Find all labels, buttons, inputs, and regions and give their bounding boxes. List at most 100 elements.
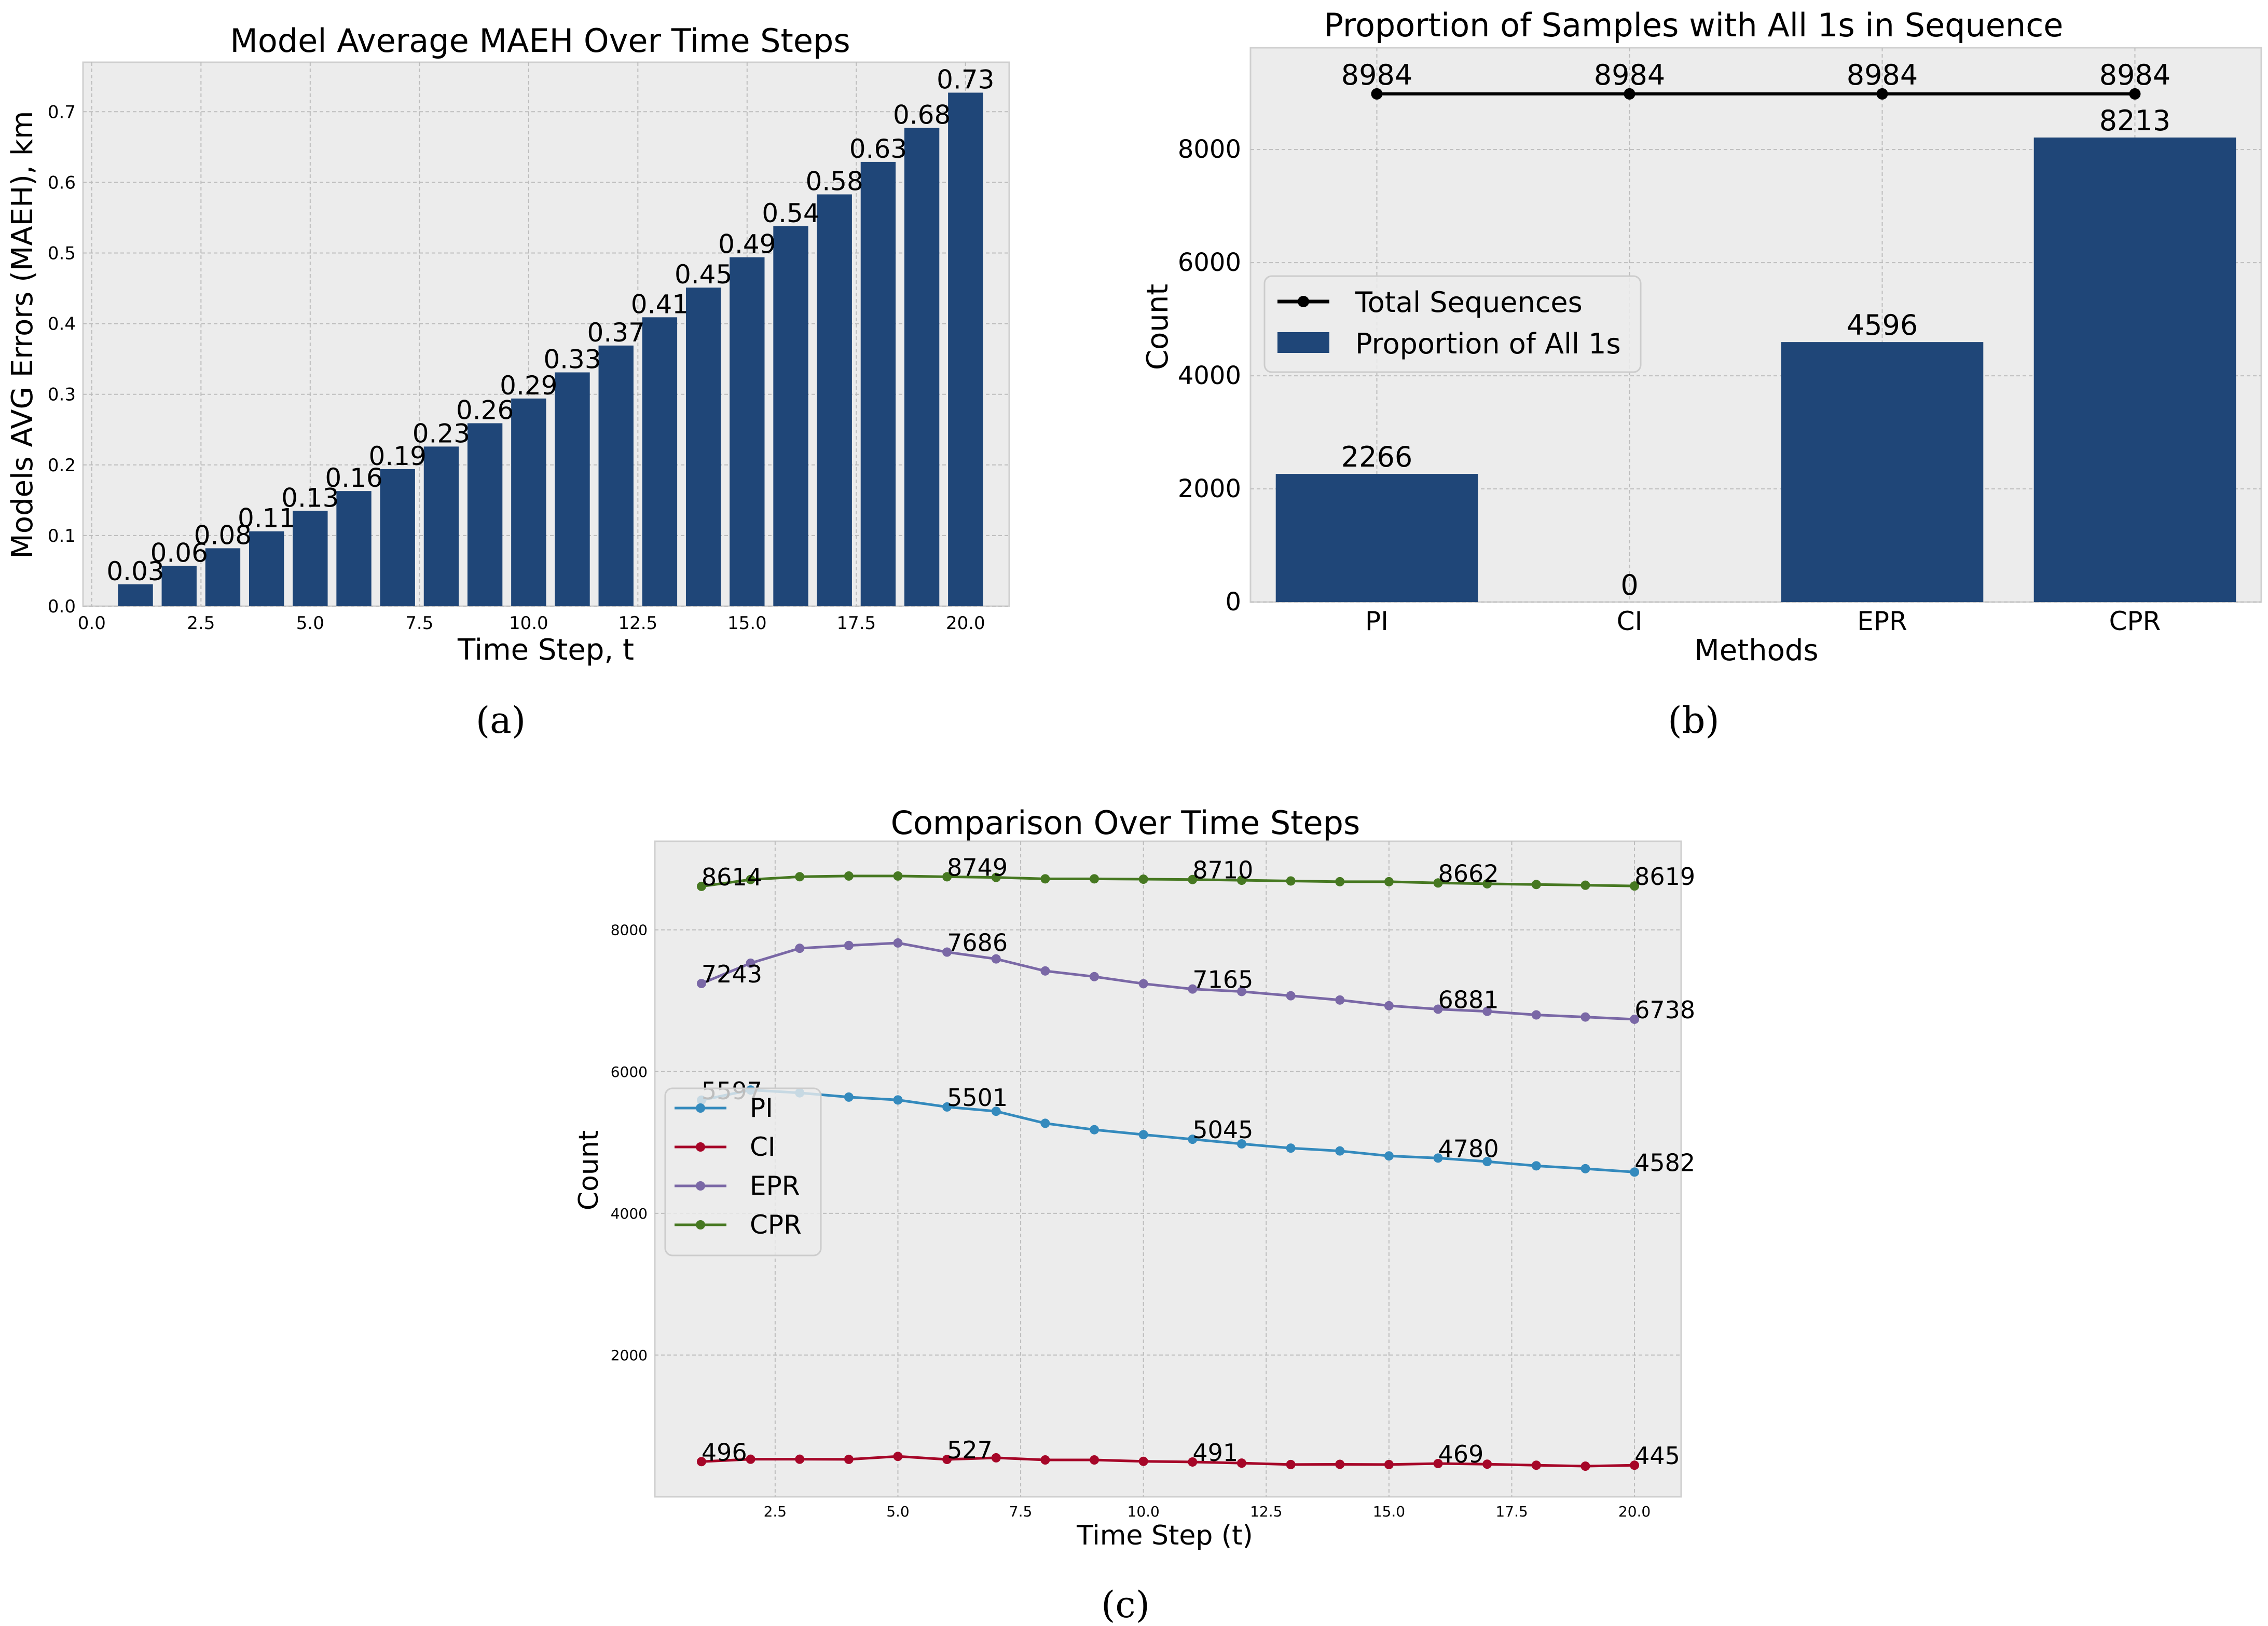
panel-c-marker-epr [1138, 979, 1148, 989]
panel-c-marker-epr [1188, 984, 1198, 994]
panel-c-marker-cpr [844, 871, 854, 881]
panel-c-marker-pi [893, 1095, 903, 1105]
panel-a-bar [730, 257, 765, 607]
panel-b-y-tick-label: 2000 [1178, 474, 1241, 503]
panel-a-bar [249, 531, 284, 606]
panel-b-x-axis-label: Methods [1694, 634, 1818, 667]
panel-a-bar [598, 345, 634, 606]
panel-c-marker-epr [1630, 1014, 1640, 1024]
panel-a-bar-value: 0.54 [762, 198, 819, 228]
panel-c-marker-pi [1384, 1151, 1394, 1161]
panel-c-marker-epr [1090, 972, 1099, 981]
panel-c-marker-ci [893, 1452, 903, 1461]
panel-a-bar [685, 288, 721, 606]
panel-a-x-tick-label: 17.5 [836, 613, 876, 634]
panel-c: Comparison Over Time Steps 5597550150454… [573, 804, 1695, 1626]
panel-b-bar-pi [1275, 474, 1478, 602]
panel-c-marker-cpr [1580, 880, 1590, 890]
panel-b-legend-label-proportion: Proportion of All 1s [1355, 327, 1621, 360]
panel-a-title: Model Average MAEH Over Time Steps [230, 22, 850, 60]
panel-c-x-tick-label: 5.0 [886, 1503, 910, 1520]
panel-c-x-tick-label: 15.0 [1373, 1503, 1405, 1520]
panel-a-bar-value: 0.29 [500, 371, 557, 401]
panel-c-marker-cpr [1138, 875, 1148, 884]
panel-c-y-tick-label: 6000 [611, 1063, 648, 1081]
panel-a-bar-value: 0.11 [238, 503, 295, 534]
panel-b-y-tick-label: 0 [1225, 587, 1241, 617]
panel-c-marker-cpr [1236, 876, 1246, 885]
panel-c-marker-pi [1630, 1167, 1640, 1177]
panel-c-label-pi: 4780 [1438, 1135, 1499, 1163]
panel-c-marker-epr [1433, 1004, 1443, 1014]
panel-c-marker-pi [1090, 1125, 1099, 1135]
panel-a-bar-value: 0.68 [893, 100, 951, 130]
panel-b-y-axis-label: Count [1141, 284, 1175, 370]
panel-c-marker-ci [795, 1454, 805, 1464]
panel-b-bar-value: 2266 [1341, 441, 1412, 473]
panel-c-marker-ci [1286, 1459, 1296, 1469]
panel-c-marker-pi [1482, 1157, 1492, 1167]
panel-b-bar-cpr [2033, 137, 2236, 602]
panel-c-legend: PI CI EPR CPR [664, 1087, 822, 1256]
panel-c-label-cpr: 8614 [702, 863, 762, 891]
panel-b-total-marker [1624, 88, 1635, 100]
panel-c-x-tick-label: 17.5 [1495, 1503, 1528, 1520]
panel-c-marker-pi [991, 1106, 1001, 1116]
panel-b-total-value: 8984 [1341, 59, 1412, 91]
panel-c-y-axis-label: Count [573, 1130, 604, 1210]
panel-c-marker-pi [1580, 1164, 1590, 1173]
panel-a-y-tick-label: 0.3 [48, 385, 76, 405]
panel-a-x-tick-label: 12.5 [618, 613, 657, 634]
panel-b-y-ticks: 0 2000 4000 6000 8000 [1178, 135, 1241, 617]
panel-a-bar-value: 0.23 [413, 418, 470, 448]
panel-c-legend-marker-ci [696, 1142, 705, 1152]
panel-c-y-tick-label: 4000 [611, 1205, 648, 1222]
panel-c-marker-cpr [1335, 877, 1345, 886]
panel-c-marker-cpr [1286, 876, 1296, 886]
panel-c-line-pi [701, 1088, 1635, 1173]
panel-a-y-tick-label: 0.5 [48, 243, 76, 264]
panel-a-y-tick-label: 0.6 [48, 172, 76, 193]
panel-c-marker-ci [1384, 1459, 1394, 1469]
panel-c-legend-label-cpr: CPR [750, 1210, 802, 1240]
panel-a-x-axis-label: Time Step, t [457, 633, 634, 667]
panel-c-caption: (c) [1101, 1583, 1150, 1626]
panel-c-marker-epr [942, 947, 952, 957]
panel-b-x-tick-label: EPR [1857, 606, 1907, 636]
panel-c-marker-cpr [1482, 879, 1492, 889]
panel-a-gridlines [83, 62, 1009, 607]
panel-c-gridlines [655, 841, 1681, 1497]
panel-c-marker-cpr [1433, 878, 1443, 888]
panel-a-bar-value: 0.49 [718, 229, 776, 259]
panel-c-marker-pi [1236, 1139, 1246, 1149]
panel-c-y-tick-label: 2000 [611, 1347, 648, 1364]
panel-c-legend-box [664, 1087, 822, 1256]
panel-c-line-ci [701, 1455, 1635, 1468]
panel-c-label-epr: 7686 [947, 929, 1008, 957]
panel-a-bar [904, 128, 940, 606]
panel-b-total-value: 8984 [2099, 59, 2170, 91]
panel-a-bar-value: 0.03 [106, 556, 164, 586]
panel-c-marker-cpr [893, 871, 903, 881]
panel-b-total-marker [1876, 88, 1888, 100]
panel-c-legend-marker-epr [696, 1181, 705, 1191]
panel-c-marker-epr [1335, 995, 1345, 1005]
panel-c-legend-marker-pi [696, 1103, 705, 1113]
panel-c-marker-cpr [746, 875, 755, 884]
panel-c-label-ci: 445 [1634, 1442, 1680, 1470]
panel-b-x-tick-label: PI [1365, 606, 1389, 636]
panel-c-marker-cpr [942, 872, 952, 882]
panel-c-label-cpr: 8662 [1438, 859, 1499, 887]
panel-c-marker-ci [844, 1454, 854, 1464]
panel-a-x-ticks: 0.0 2.5 5.0 7.5 10.0 12.5 15.0 17.5 20.0 [78, 613, 985, 634]
panel-c-marker-ci [1040, 1455, 1050, 1465]
panel-a-y-tick-label: 0.2 [48, 455, 76, 476]
panel-c-marker-cpr [696, 881, 706, 891]
panel-c-marker-pi [1335, 1146, 1345, 1156]
panel-c-marker-cpr [1384, 877, 1394, 886]
panel-c-label-ci: 496 [702, 1438, 747, 1466]
panel-b-bar-value: 4596 [1847, 309, 1918, 341]
panel-a-bar [336, 491, 372, 606]
panel-b-x-tick-label: CI [1617, 606, 1643, 636]
